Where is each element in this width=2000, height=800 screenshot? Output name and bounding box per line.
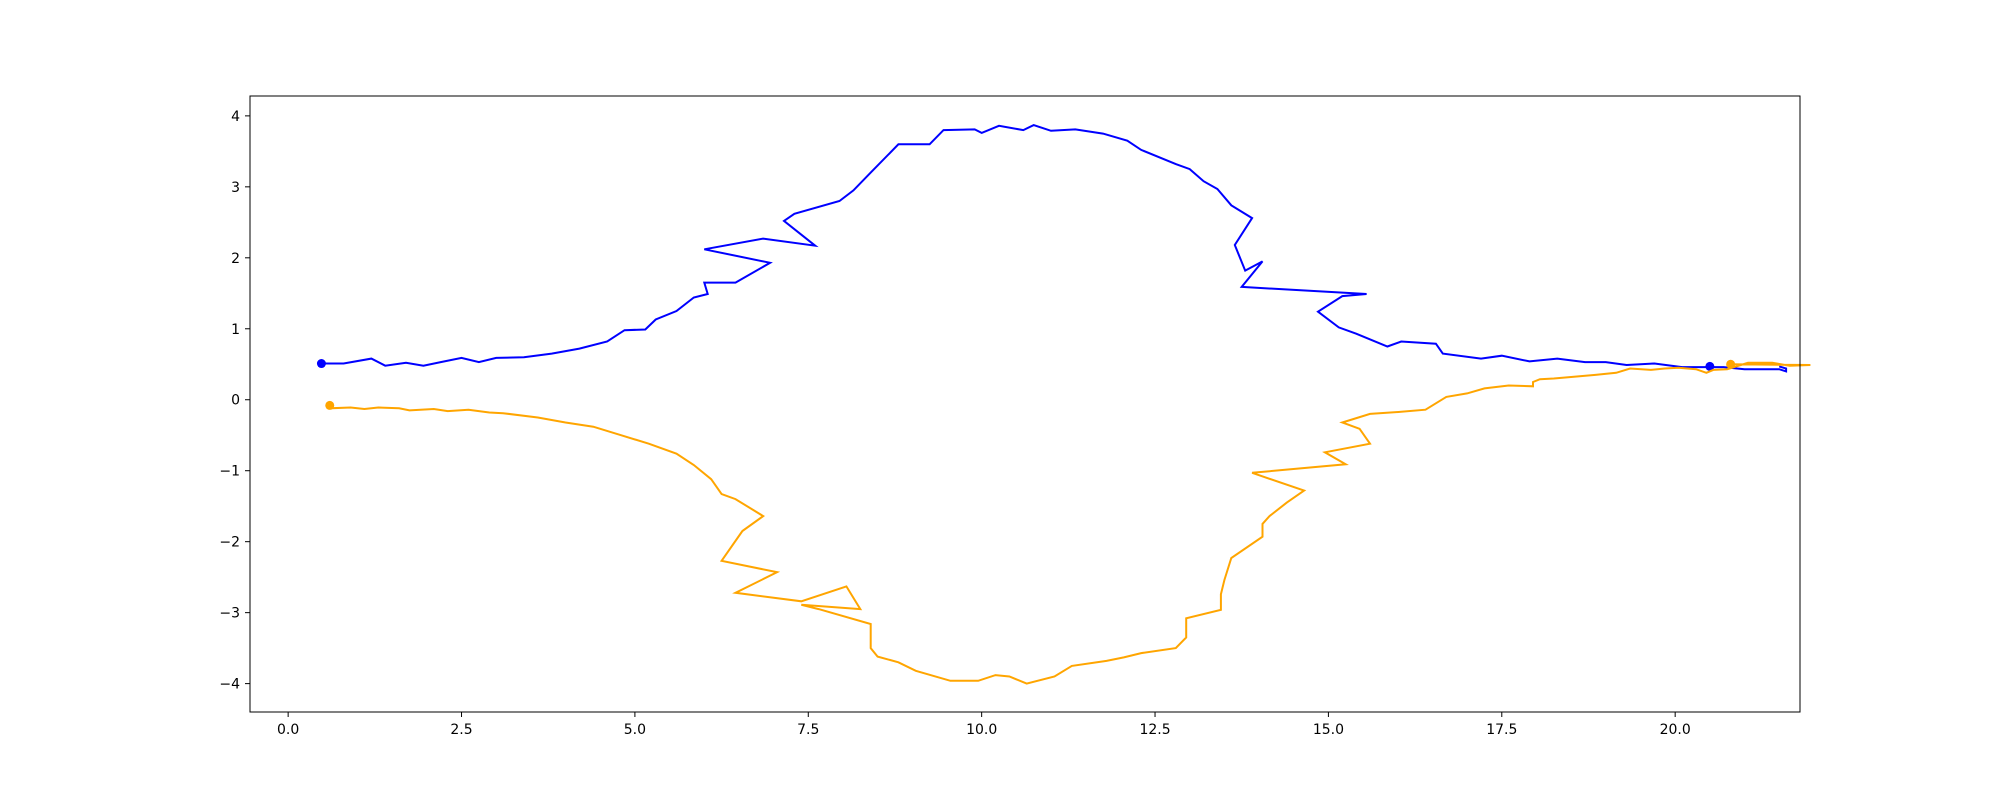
x-tick-label: 7.5 [797,722,819,738]
series-0-line [321,124,1788,373]
x-tick-label: 2.5 [450,722,472,738]
y-tick-label: 3 [231,180,240,196]
x-tick-label: 10.0 [966,722,997,738]
series-0-end-point [1705,361,1715,371]
series-1-end-point [1726,359,1736,369]
y-tick-label: −2 [219,535,240,551]
y-tick-label: 2 [231,251,240,267]
series-layer [316,124,1811,685]
y-tick-label: 4 [231,109,240,125]
series-1-start-point [325,400,335,410]
x-tick-label: 17.5 [1486,722,1517,738]
x-tick-label: 15.0 [1313,722,1344,738]
y-axis: −4 −3 −2 −1 0 1 2 3 4 [219,109,250,693]
series-1-line [328,361,1811,685]
x-tick-label: 12.5 [1139,722,1170,738]
x-tick-label: 0.0 [277,722,299,738]
y-tick-label: −4 [219,677,240,693]
x-axis: 0.0 2.5 5.0 7.5 10.0 12.5 15.0 17.5 20.0 [277,712,1691,738]
series-0-start-point [316,359,326,369]
plot-frame [249,95,1801,713]
y-tick-label: −3 [219,606,240,622]
y-tick-label: 1 [231,322,240,338]
y-tick-label: −1 [219,464,240,480]
plot-area [250,96,1800,712]
x-tick-label: 20.0 [1660,722,1691,738]
y-tick-label: 0 [231,393,240,409]
x-tick-label: 5.0 [624,722,646,738]
